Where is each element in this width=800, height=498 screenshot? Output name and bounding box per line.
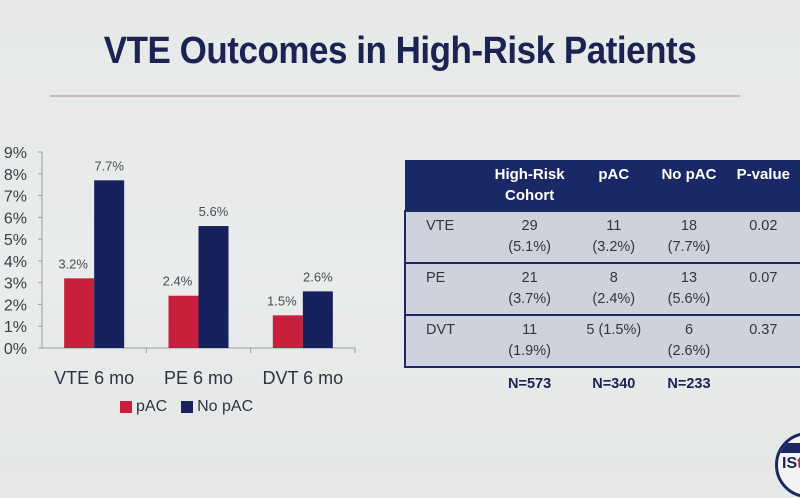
legend-swatch-pac xyxy=(120,401,132,413)
bar-pac xyxy=(272,315,303,348)
cell-p-value: 0.37 xyxy=(726,314,800,367)
logo-text-a: IS xyxy=(782,455,798,472)
bar-no-pac xyxy=(198,226,229,348)
y-tick-label: 1% xyxy=(4,319,27,336)
data-label: 2.6% xyxy=(303,269,333,284)
cell-pac-line2: (2.4%) xyxy=(592,291,636,307)
row-label: PE xyxy=(404,262,483,315)
header-blank xyxy=(405,160,483,211)
table-row: VTE 29 (5.1%) 11 (3.2%) 18 (7.7%) 0.02 xyxy=(404,210,800,263)
cell-nopac-line1: 6 xyxy=(684,322,694,338)
row-label: VTE xyxy=(404,210,483,263)
legend-label-no-pac: No pAC xyxy=(197,398,254,415)
header-cohort: High-Risk Cohort xyxy=(483,160,577,211)
header-pac: pAC xyxy=(576,160,652,211)
chart-legend: pAC No pAC xyxy=(120,398,261,416)
cell-nopac-line2: (5.6%) xyxy=(667,291,711,307)
y-tick-label: 5% xyxy=(4,232,27,249)
cell-cohort-line2: (1.9%) xyxy=(508,343,551,359)
cell-cohort-line2: (3.7%) xyxy=(508,291,551,307)
cell-nopac-line2: (2.6%) xyxy=(667,343,711,359)
y-tick-label: 9% xyxy=(4,145,27,162)
table-row: PE 21 (3.7%) 8 (2.4%) 13 (5.6%) 0.07 xyxy=(404,262,800,315)
logo-band xyxy=(778,443,800,453)
bar-no-pac xyxy=(94,180,125,348)
y-tick-label: 3% xyxy=(4,276,27,293)
cell-pac: 11 (3.2%) xyxy=(576,210,652,263)
cell-nopac-line1: 13 xyxy=(680,270,698,286)
n-count: N=340 xyxy=(576,366,652,399)
cell-pac-line1: 11 xyxy=(606,218,622,234)
y-tick-label: 0% xyxy=(4,341,27,358)
row-label: DVT xyxy=(404,314,483,367)
legend-swatch-no-pac xyxy=(181,401,194,413)
cell-nopac: 13 (5.6%) xyxy=(651,262,727,315)
legend-item-no-pac: No pAC xyxy=(181,398,253,416)
cell-p-value: 0.02 xyxy=(726,210,800,263)
outcomes-table: High-Risk Cohort pAC No pAC P-value VTE 2… xyxy=(404,160,800,399)
legend-label-pac: pAC xyxy=(136,398,168,415)
x-category-label: DVT 6 mo xyxy=(262,368,343,388)
cell-cohort-line1: 29 xyxy=(521,218,538,234)
header-cohort-line1: High-Risk xyxy=(494,166,565,183)
table-header-row: High-Risk Cohort pAC No pAC P-value xyxy=(405,160,800,211)
header-no-pac: No pAC xyxy=(651,160,727,211)
cell-cohort: 11 (1.9%) xyxy=(483,314,577,367)
cell-cohort: 29 (5.1%) xyxy=(483,210,577,263)
data-label: 3.2% xyxy=(58,256,88,271)
header-cohort-line2: Cohort xyxy=(505,187,555,204)
cell-nopac: 18 (7.7%) xyxy=(651,210,727,263)
cell-nopac: 6 (2.6%) xyxy=(651,314,727,367)
logo-text: ISt xyxy=(782,455,800,473)
n-count: N=573 xyxy=(483,366,577,399)
y-tick-label: 7% xyxy=(4,189,27,206)
bar-no-pac xyxy=(302,291,333,348)
bar-pac xyxy=(168,295,199,348)
slide-title: VTE Outcomes in High-Risk Patients xyxy=(103,30,697,72)
cell-pac-line1: 5 (1.5%) xyxy=(586,322,642,338)
cell-pac: 8 (2.4%) xyxy=(576,262,652,315)
x-category-label: PE 6 mo xyxy=(164,368,233,388)
cell-cohort: 21 (3.7%) xyxy=(483,262,577,315)
table-row: DVT 11 (1.9%) 5 (1.5%) 6 (2.6%) 0.37 xyxy=(404,314,800,367)
cell-nopac-line2: (7.7%) xyxy=(667,239,711,255)
data-label: 1.5% xyxy=(267,293,297,308)
legend-item-pac: pAC xyxy=(120,398,167,416)
cell-p-value: 0.07 xyxy=(726,262,800,315)
cell-pac: 5 (1.5%) xyxy=(576,314,652,367)
cell-cohort-line1: 21 xyxy=(521,270,538,286)
n-row: N=573 N=340 N=233 xyxy=(405,366,800,399)
x-category-label: VTE 6 mo xyxy=(54,368,134,388)
bar-pac xyxy=(64,278,95,348)
cell-nopac-line1: 18 xyxy=(680,218,698,234)
cell-pac-line2: (3.2%) xyxy=(592,239,636,255)
data-label: 5.6% xyxy=(199,204,229,219)
cell-cohort-line1: 11 xyxy=(522,322,538,338)
y-tick-label: 6% xyxy=(4,210,27,227)
header-p-value: P-value xyxy=(726,160,800,211)
title-divider xyxy=(50,95,740,97)
bar-chart: 0% 1% 2% 3% 4% 5% 6% 7% 8% 9% 3.2% 7.7% VTE 6 mo 2.4%… xyxy=(4,145,356,388)
n-row-blank xyxy=(405,366,483,399)
cell-cohort-line2: (5.1%) xyxy=(508,239,551,255)
y-tick-label: 4% xyxy=(4,254,27,271)
y-tick-label: 2% xyxy=(4,297,27,314)
data-label: 2.4% xyxy=(163,274,193,289)
n-row-blank-end xyxy=(726,366,800,399)
n-count: N=233 xyxy=(651,366,727,399)
society-logo: ISt xyxy=(775,432,800,498)
logo-text-b: t xyxy=(797,455,800,472)
data-label: 7.7% xyxy=(94,158,124,173)
cell-pac-line1: 8 xyxy=(609,270,618,286)
cell-pac-line2 xyxy=(580,341,647,362)
y-tick-label: 8% xyxy=(4,167,27,184)
